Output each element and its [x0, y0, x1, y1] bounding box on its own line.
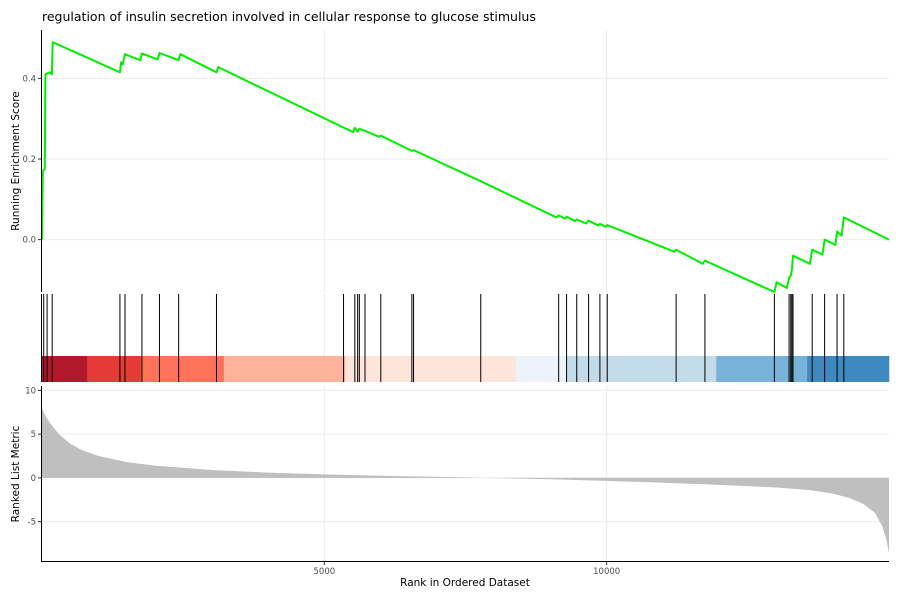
color-band-segment — [223, 356, 346, 382]
y-tick-label: 0.2 — [22, 155, 36, 165]
y-tick-label: 0.4 — [22, 74, 36, 84]
ranked-panel: 10 5 0 -5 5000 10000 Ranked List Metric Rank… — [10, 386, 889, 589]
color-band-segment — [567, 356, 717, 382]
enrichment-y-axis-label: Running Enrichment Score — [10, 91, 22, 231]
enrichment-y-ticks: 0.0 0.2 0.4 — [22, 74, 41, 246]
color-band — [42, 356, 890, 382]
chart-title: regulation of insulin secretion involved… — [42, 9, 536, 24]
ranked-x-ticks: 5000 10000 — [314, 562, 620, 577]
x-tick-label: 5000 — [314, 567, 336, 577]
ranked-y-axis-label: Ranked List Metric — [10, 425, 22, 522]
color-band-segment — [716, 356, 808, 382]
color-band-segment — [515, 356, 568, 382]
color-band-segment — [87, 356, 142, 382]
color-band-segment — [807, 356, 890, 382]
color-band-segment — [140, 356, 225, 382]
y-tick-label: 0 — [31, 474, 36, 484]
y-tick-label: -5 — [28, 518, 36, 528]
y-tick-label: 5 — [31, 430, 36, 440]
enrichment-gridlines — [42, 30, 889, 292]
hit-markers — [43, 294, 845, 382]
ranked-metric-area — [42, 407, 889, 554]
ranked-y-ticks: 10 5 0 -5 — [25, 386, 41, 528]
y-tick-label: 0.0 — [22, 236, 36, 246]
y-tick-label: 10 — [25, 386, 36, 396]
hits-gridlines — [323, 294, 608, 356]
x-tick-label: 10000 — [593, 567, 620, 577]
x-axis-label: Rank in Ordered Dataset — [400, 577, 530, 589]
hits-panel — [41, 294, 890, 382]
enrichment-score-line — [41, 41, 890, 293]
color-band-segment — [345, 356, 517, 382]
enrichment-panel: 0.0 0.2 0.4 Running Enrichment Score — [10, 30, 890, 293]
color-band-segment — [42, 356, 88, 382]
